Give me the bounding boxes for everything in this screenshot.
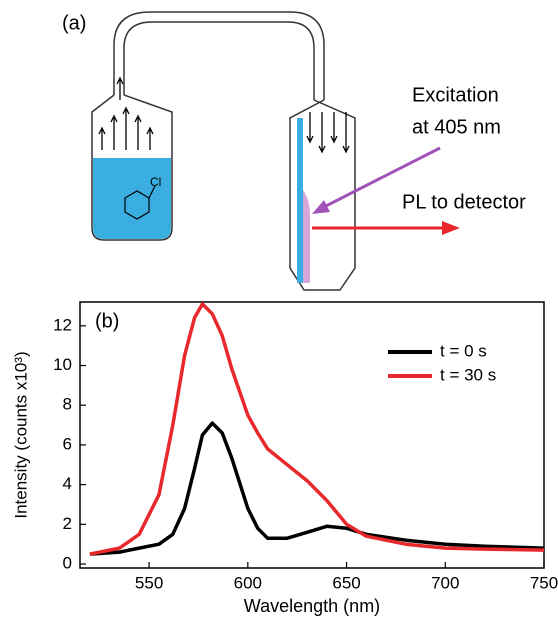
pl-label: PL to detector [402,191,526,213]
data-line [89,302,545,556]
molecule-label: Cl [150,175,161,189]
y-tick-label: 0 [63,554,72,573]
y-tick-label: 2 [63,514,72,533]
y-axis-label: Intensity (counts x10³) [11,351,30,518]
x-tick-label: 550 [135,573,163,592]
y-tick-label: 4 [63,474,72,493]
panel-label: (a) [62,12,86,34]
excitation-label: at 405 nm [412,116,501,138]
x-tick-label: 700 [431,573,459,592]
plot-frame [79,301,545,569]
data-line [89,421,545,556]
x-axis-label: Wavelength (nm) [244,596,380,616]
legend-label: t = 30 s [440,365,496,384]
panel-label: (b) [95,310,119,332]
y-tick-label: 10 [53,355,72,374]
chart: (b) Wavelength (nm) Intensity (counts x1… [11,301,558,616]
x-tick-label: 600 [234,573,262,592]
apparatus-diagram: (a) Cl Excitation at 405 nm PL to detect… [62,11,526,291]
legend-label: t = 0 s [440,341,487,360]
excitation-label: Excitation [412,84,499,106]
x-tick-label: 650 [332,573,360,592]
y-tick-label: 12 [53,315,72,334]
x-tick-label: 750 [530,573,558,592]
y-tick-label: 8 [63,395,72,414]
y-tick-label: 6 [63,434,72,453]
